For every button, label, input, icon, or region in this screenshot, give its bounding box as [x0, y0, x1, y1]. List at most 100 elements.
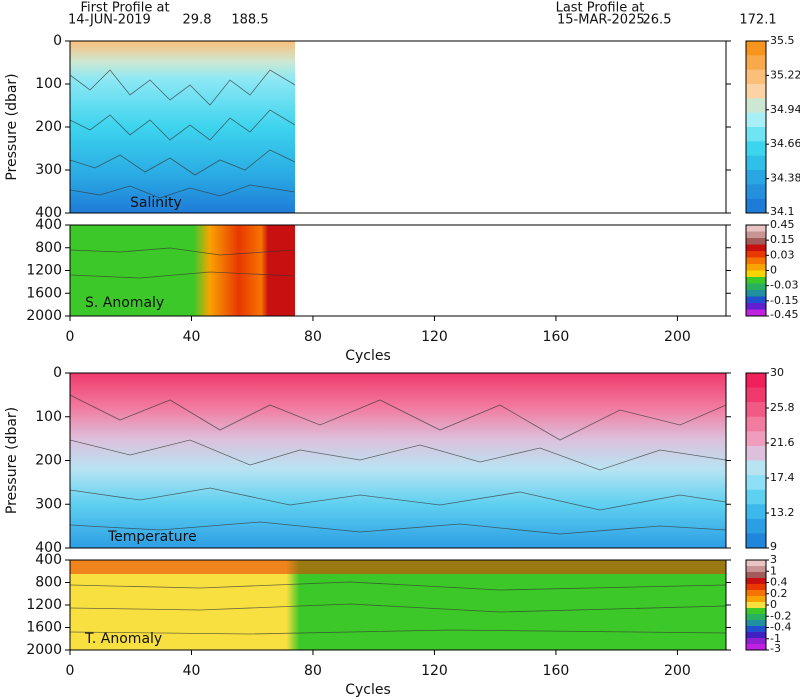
colorbar-swatch	[746, 566, 766, 573]
colorbar-swatch	[746, 373, 766, 388]
y-tick-label: 0	[53, 33, 62, 49]
colorbar-swatch	[746, 590, 766, 597]
first-profile-lat: 29.8	[183, 13, 212, 28]
colorbar-tick-label: 34.1	[770, 205, 795, 218]
surface-anomaly	[70, 560, 726, 574]
colorbar-tick-label: 34.94	[770, 103, 800, 116]
x-tick-label: 160	[543, 329, 570, 345]
colorbar-swatch	[746, 303, 766, 310]
contour	[69, 184, 296, 199]
colorbar-swatch	[746, 387, 766, 403]
colorbar-swatch	[746, 638, 766, 645]
colorbar-swatch	[746, 445, 766, 461]
colorbar-swatch	[746, 112, 766, 128]
colorbar-swatch	[746, 84, 766, 99]
y-tick-label: 100	[35, 409, 62, 425]
contour	[69, 271, 296, 279]
colorbar-tick-label: 0.2	[770, 587, 788, 600]
contour	[69, 394, 727, 441]
colorbar-swatch	[746, 632, 766, 639]
y-tick-label: 400	[35, 540, 62, 556]
colorbar-swatch	[746, 584, 766, 591]
x-tick-label: 120	[421, 329, 448, 345]
colorbar-tick-label: 0	[770, 598, 777, 611]
first-profile-lon: 188.5	[231, 13, 268, 28]
y-tick-label: 800	[35, 240, 62, 256]
colorbar-swatch	[746, 290, 766, 297]
colorbar-swatch	[746, 55, 766, 70]
colorbar-swatch	[746, 560, 766, 567]
colorbar-swatch	[746, 644, 766, 651]
y-tick-label: 1600	[26, 285, 62, 301]
panel: 0 100 200 300 400 Pressure (dbar) Temperature 9…	[4, 365, 795, 556]
y-tick-label: 400	[35, 205, 62, 221]
colorbar-swatch	[746, 296, 766, 304]
colorbar-swatch	[746, 533, 766, 549]
colorbar-swatch	[746, 518, 766, 534]
colorbar-swatch	[746, 431, 766, 447]
colorbar-swatch	[746, 257, 766, 265]
last-profile-title: Last Profile at	[556, 1, 645, 16]
y-tick-label: 200	[35, 119, 62, 135]
x-tick-label: 40	[183, 329, 201, 345]
y-tick-label: 300	[35, 162, 62, 178]
colorbar-tick-label: 34.38	[770, 172, 800, 185]
y-tick-label: 2000	[26, 642, 62, 658]
contour	[69, 439, 727, 471]
colorbar-tick-label: 35.5	[770, 34, 795, 47]
colorbar-swatch	[746, 475, 766, 490]
y-tick-label: 800	[35, 575, 62, 591]
colorbar-tick-label: 17.4	[770, 471, 795, 484]
colorbar-tick-label: -1	[770, 632, 781, 645]
x-tick-label: 200	[664, 329, 691, 345]
colorbar-swatch	[746, 251, 766, 258]
y-tick-label: 2000	[26, 308, 62, 324]
colorbar-tick-label: 34.66	[770, 137, 800, 150]
x-tick-label: 0	[66, 663, 75, 679]
x-tick-label: 120	[421, 663, 448, 679]
y-axis-label: Pressure (dbar)	[4, 407, 20, 514]
colorbar-swatch	[746, 402, 766, 418]
salinity-anomaly-field	[70, 225, 295, 316]
colorbar-swatch	[746, 155, 766, 171]
last-profile-lat: 26.5	[643, 13, 672, 28]
colorbar-tick-label: 25.8	[770, 401, 795, 414]
last-profile-date: 15-MAR-2025	[557, 13, 645, 28]
colorbar-swatch	[746, 602, 766, 609]
colorbar-tick-label: 9	[770, 540, 777, 553]
colorbar-swatch	[746, 416, 766, 432]
y-tick-label: 300	[35, 496, 62, 512]
colorbar-tick-label: -0.4	[770, 621, 791, 634]
colorbar-frame	[745, 372, 767, 549]
panel-label: Temperature	[107, 529, 197, 545]
y-tick-label: 1200	[26, 597, 62, 613]
temperature-field	[70, 373, 726, 548]
header: First Profile at 14-JUN-2019 29.8 188.5 …	[68, 1, 777, 28]
x-tick-label: 160	[543, 663, 570, 679]
colorbar-swatch	[746, 238, 766, 245]
first-profile-date: 14-JUN-2019	[68, 13, 151, 28]
colorbar-swatch	[746, 608, 766, 615]
colorbar-swatch	[746, 572, 766, 579]
contour	[69, 149, 296, 176]
last-profile-lon: 172.1	[739, 13, 776, 28]
colorbar-swatch	[746, 283, 766, 291]
y-tick-label: 1200	[26, 263, 62, 279]
colorbar-tick-label: 0.45	[770, 218, 795, 231]
colorbar-swatch	[746, 264, 766, 271]
colorbar-swatch	[746, 504, 766, 520]
colorbar-swatch	[746, 170, 766, 185]
colorbar-frame	[745, 40, 767, 214]
colorbar-tick-label: 1	[770, 564, 777, 577]
colorbar-swatch	[746, 69, 766, 85]
salinity-field	[70, 41, 295, 213]
colorbar-swatch	[746, 620, 766, 627]
panel: 0 100 200 300 400 Pressure (dbar) Salinity 34.1…	[4, 33, 800, 221]
colorbar-swatch	[746, 244, 766, 252]
contour	[69, 603, 727, 613]
colorbar-swatch	[746, 626, 766, 633]
colorbar-tick-label: 0.03	[770, 248, 795, 261]
contour	[69, 629, 727, 635]
